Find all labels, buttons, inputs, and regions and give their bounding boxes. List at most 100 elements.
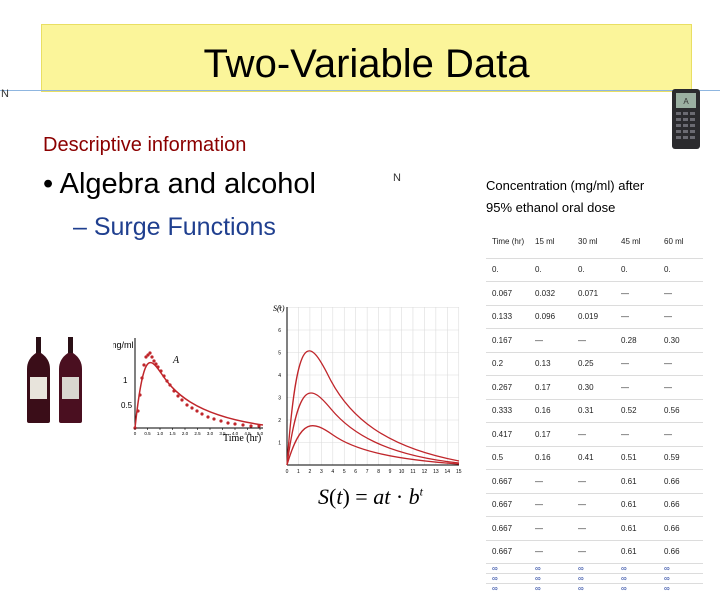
decay-data-point: [185, 403, 189, 407]
table-cell: —: [529, 328, 572, 352]
surge-curve-3: [286, 425, 460, 466]
table-cell: ∞: [572, 563, 615, 574]
wine-bottles-image: [27, 337, 82, 423]
table-cell: 0.: [572, 257, 615, 282]
surge-x-ticks: 0 1 2 3 4 5 6 7 8 9 10 11 12 13 14 15: [286, 469, 462, 475]
decay-x-tick-label: 3.0: [207, 431, 214, 436]
decay-data-point: [176, 394, 180, 398]
decay-data-point: [212, 417, 216, 421]
decay-x-tick-label: 0: [134, 431, 137, 436]
table-cell: —: [572, 328, 615, 352]
decay-data-point: [168, 383, 172, 387]
table-row: 0.667— —0.61 0.66: [486, 539, 703, 564]
table-cell: —: [572, 516, 615, 540]
table-cell: 0.30: [572, 375, 615, 399]
table-cell: 0.019: [572, 304, 615, 329]
decay-data-point: [142, 363, 146, 367]
decay-data-point: [241, 423, 245, 427]
table-cell: 0.667: [486, 469, 529, 493]
table-cell: 0.: [658, 257, 703, 282]
surge-x-tick-label: 10: [399, 469, 405, 475]
decay-y-tick: 1: [123, 376, 128, 385]
table-cell: 0.66: [658, 469, 703, 493]
table-cell: ∞: [529, 563, 572, 574]
table-cell: 0.16: [529, 398, 572, 423]
table-row: 0.133 0.096 0.019— —: [486, 304, 703, 329]
decay-x-tick-label: 2.0: [182, 431, 189, 436]
table-row: 0.5 0.16 0.41 0.51 0.59: [486, 445, 703, 470]
decay-data-point: [154, 362, 158, 366]
table-cell: —: [529, 539, 572, 564]
title-box: [41, 24, 692, 92]
table-cell: —: [529, 516, 572, 540]
decay-data-point: [226, 421, 230, 425]
table-cell: 0.667: [486, 516, 529, 540]
edge-mark-left: N: [1, 88, 9, 100]
decay-x-tick-label: 0.5: [144, 431, 151, 436]
decay-curve: [134, 361, 264, 429]
decay-data-point: [138, 393, 142, 397]
caption-line-1: Concentration (mg/ml) after: [486, 178, 645, 193]
surge-x-tick-label: 14: [445, 469, 451, 475]
decay-x-ticks: 0 0.5 1.0 1.5 2.0 2.5 3.0 3.5 4.0 4.5 5.0: [134, 428, 264, 436]
surge-x-tick-label: 12: [422, 469, 428, 475]
table-cell: ∞: [529, 583, 572, 594]
decay-data-point: [190, 406, 194, 410]
table-cell: ∞: [658, 563, 703, 574]
decay-data-point: [162, 374, 166, 378]
surge-y-tick-label: 4: [278, 373, 281, 379]
table-cell: 0.667: [486, 492, 529, 517]
decay-x-label: Time (hr): [223, 433, 261, 444]
table-cell: 0.333: [486, 398, 529, 423]
table-cell: 60 ml: [664, 237, 684, 247]
table-cell: ∞: [615, 563, 658, 574]
table-cell: 0.032: [529, 281, 572, 305]
table-cell: —: [572, 469, 615, 493]
table-header-row: Time (hr) 15 ml 30 ml 45 ml 60 ml: [486, 226, 703, 258]
table-row: 0.2 0.13 0.25— —: [486, 351, 703, 376]
surge-y-tick-label: 5: [278, 351, 281, 357]
table-cell: 0.2: [486, 351, 529, 376]
table-row: 0.417 0.17— — —: [486, 422, 703, 446]
table-cell: —: [658, 422, 703, 446]
surge-x-tick-label: 13: [433, 469, 439, 475]
table-cell: 0.25: [572, 351, 615, 376]
decay-x-tick-label: 5.0: [257, 431, 264, 436]
decay-data-point: [180, 398, 184, 402]
table-cell: 0.52: [615, 398, 658, 423]
table-row: 0.167— —0.28 0.30: [486, 328, 703, 352]
table-cell: 15 ml: [535, 237, 555, 247]
table-cell: 0.167: [486, 328, 529, 352]
table-cell: —: [615, 304, 658, 329]
decay-data-point: [148, 351, 152, 355]
table-cell: —: [615, 351, 658, 376]
table-cell: 0.: [615, 257, 658, 282]
table-cell: —: [572, 539, 615, 564]
wine-bottle-left: [27, 337, 50, 423]
decay-data-point: [249, 424, 253, 428]
table-cell: ∞: [486, 563, 529, 574]
table-cell: —: [529, 492, 572, 517]
decay-data-point: [144, 355, 148, 359]
surge-y-tick-label: 3: [278, 396, 281, 402]
title-divider: [0, 90, 720, 91]
surge-x-tick-label: 0: [286, 469, 289, 475]
calculator-icon: A: [672, 89, 700, 149]
decay-data-point: [156, 365, 160, 369]
table-cell: ∞: [615, 583, 658, 594]
decay-x-tick-label: 2.5: [194, 431, 201, 436]
table-cell: 0.667: [486, 539, 529, 564]
table-cell: 0.61: [615, 492, 658, 517]
table-row: 0.333 0.16 0.31 0.52 0.56: [486, 398, 703, 423]
decay-data-point: [146, 353, 150, 357]
table-cell: 0.17: [529, 422, 572, 446]
table-cell: 0.: [486, 257, 529, 282]
bullet-algebra-alcohol: • Algebra and alcohol: [43, 168, 316, 200]
decay-data-point: [257, 424, 261, 428]
table-cell: 45 ml: [621, 237, 641, 247]
table-cell: 0.16: [529, 445, 572, 470]
decay-data-point: [152, 359, 156, 363]
table-cell: 0.28: [615, 328, 658, 352]
table-cell: 0.66: [658, 492, 703, 517]
